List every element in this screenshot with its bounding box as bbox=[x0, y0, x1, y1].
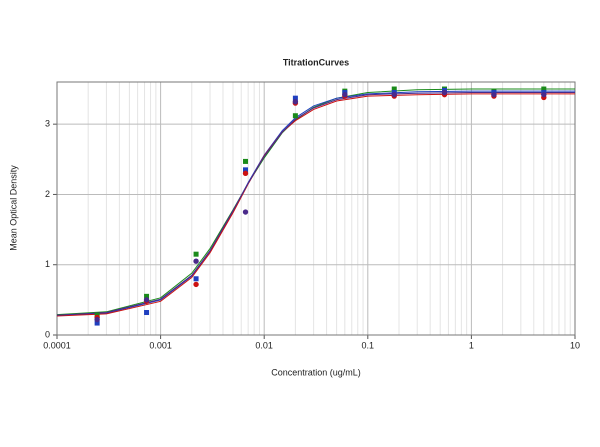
data-point bbox=[292, 98, 299, 105]
data-point bbox=[243, 167, 249, 173]
y-axis-label: Mean Optical Density bbox=[8, 165, 18, 251]
plot-frame bbox=[56, 81, 576, 336]
x-tick-label: 10 bbox=[570, 340, 580, 350]
data-point bbox=[541, 91, 547, 98]
data-point bbox=[193, 258, 199, 264]
data-point bbox=[193, 251, 199, 257]
data-point bbox=[242, 170, 249, 177]
data-point bbox=[193, 281, 199, 288]
x-tick-label: 0.01 bbox=[255, 340, 273, 350]
y-tick-label: 3 bbox=[45, 119, 50, 129]
x-axis-label: Concentration (ug/mL) bbox=[271, 367, 361, 377]
y-tick-label: 1 bbox=[45, 259, 50, 269]
data-point bbox=[441, 89, 448, 96]
x-tick-label: 0.001 bbox=[149, 340, 172, 350]
data-point bbox=[391, 91, 397, 98]
data-point bbox=[541, 86, 547, 92]
plot-area bbox=[57, 82, 575, 335]
chart-title: TitrationCurves bbox=[283, 57, 349, 67]
data-point bbox=[491, 91, 497, 98]
data-point bbox=[342, 91, 348, 98]
data-point bbox=[143, 297, 150, 303]
y-tick-label: 0 bbox=[45, 329, 50, 339]
data-point bbox=[94, 316, 100, 323]
data-point bbox=[193, 276, 199, 282]
x-tick-label: 1 bbox=[469, 340, 474, 350]
data-point bbox=[144, 293, 150, 299]
data-point bbox=[292, 113, 298, 119]
data-point bbox=[144, 310, 150, 316]
data-point bbox=[243, 158, 249, 164]
y-tick-label: 2 bbox=[45, 189, 50, 199]
x-tick-label: 0.0001 bbox=[43, 340, 71, 350]
data-point bbox=[391, 86, 397, 92]
data-point bbox=[94, 320, 100, 326]
x-tick-label: 0.1 bbox=[362, 340, 375, 350]
data-point bbox=[242, 209, 249, 215]
data-point bbox=[292, 95, 298, 101]
